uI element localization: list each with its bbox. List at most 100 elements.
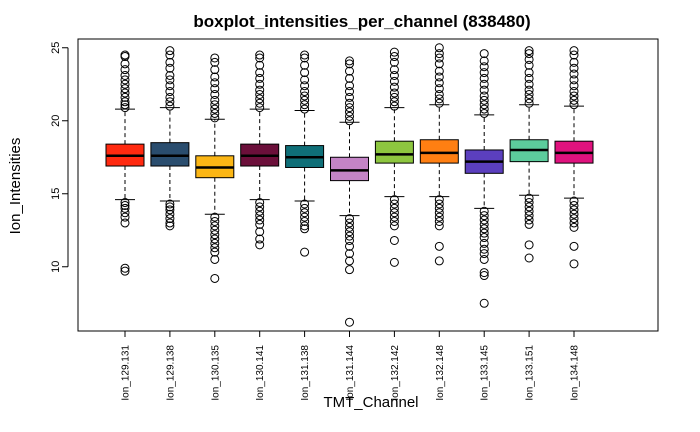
- outlier-point: [345, 107, 354, 117]
- x-tick-label: Ion_129.131: [121, 345, 132, 401]
- y-axis: 10 15 20 25: [50, 42, 69, 273]
- outlier-point: [120, 103, 130, 113]
- outlier-point: [389, 47, 399, 57]
- outlier-point: [255, 211, 265, 221]
- iqr-box: [374, 140, 414, 164]
- box-Ion_132.142: [374, 47, 414, 267]
- outlier-point: [569, 200, 579, 210]
- outlier-point: [479, 49, 489, 59]
- outlier-point: [479, 100, 489, 110]
- outlier-point: [255, 50, 265, 60]
- outlier-point: [165, 101, 175, 111]
- box-Ion_131.144: [330, 56, 369, 327]
- outlier-point: [345, 81, 354, 91]
- box-Ion_132.148: [419, 43, 459, 266]
- outlier-point: [120, 266, 130, 276]
- outlier-point: [165, 71, 175, 80]
- outlier-point: [300, 208, 310, 218]
- x-tick-label: Ion_132.142: [390, 345, 401, 401]
- outlier-point: [434, 66, 444, 76]
- outlier-point: [165, 209, 175, 219]
- outlier-point: [479, 91, 489, 101]
- outlier-point: [434, 98, 444, 108]
- outlier-point: [524, 49, 534, 59]
- outlier-point: [300, 100, 310, 110]
- outlier-point: [345, 56, 354, 66]
- outlier-point: [255, 68, 265, 78]
- outlier-point: [120, 88, 130, 98]
- outlier-point: [434, 49, 444, 59]
- outlier-point: [300, 199, 310, 209]
- outlier-point: [210, 212, 220, 222]
- outlier-point: [120, 212, 130, 222]
- outlier-point: [524, 98, 534, 108]
- iqr-box: [150, 142, 190, 167]
- outlier-point: [210, 72, 220, 82]
- outlier-point: [524, 54, 534, 64]
- outlier-point: [524, 240, 534, 250]
- outlier-point: [300, 50, 310, 60]
- outlier-point: [300, 212, 310, 222]
- outlier-point: [389, 71, 399, 80]
- outlier-point: [479, 268, 489, 278]
- y-axis-label: Ion_Intensities: [7, 138, 24, 235]
- outlier-point: [569, 214, 579, 224]
- outlier-point: [165, 202, 175, 212]
- outlier-point: [210, 221, 220, 231]
- outlier-point: [479, 219, 489, 229]
- outlier-point: [434, 72, 444, 82]
- outlier-point: [120, 198, 130, 208]
- outlier-point: [569, 87, 579, 97]
- outlier-point: [389, 217, 399, 226]
- plot-area-frame: [77, 38, 659, 332]
- outlier-point: [210, 234, 220, 244]
- outlier-point: [524, 198, 534, 208]
- outlier-point: [524, 89, 534, 99]
- outlier-point: [569, 95, 579, 105]
- outlier-point: [120, 84, 130, 94]
- outlier-point: [300, 221, 310, 231]
- outlier-point: [569, 46, 579, 56]
- outlier-point: [300, 53, 310, 63]
- outlier-point: [389, 195, 399, 205]
- outlier-point: [479, 228, 489, 238]
- x-tick-label: Ion_133.145: [480, 345, 491, 401]
- iqr-box: [330, 156, 369, 182]
- outlier-point: [434, 94, 444, 104]
- outlier-point: [255, 227, 265, 237]
- outlier-point: [389, 208, 399, 218]
- box-Ion_130.141: [240, 50, 280, 250]
- outlier-point: [524, 46, 534, 56]
- outlier-point: [300, 91, 310, 101]
- outlier-point: [345, 265, 354, 275]
- outlier-point: [389, 235, 399, 245]
- outlier-point: [389, 88, 399, 98]
- outlier-point: [120, 200, 130, 210]
- outlier-point: [389, 65, 399, 75]
- outlier-point: [345, 116, 354, 126]
- outlier-point: [434, 53, 444, 63]
- outlier-point: [524, 79, 534, 89]
- outlier-point: [255, 234, 265, 244]
- outlier-point: [569, 57, 579, 67]
- outlier-point: [255, 215, 265, 225]
- outlier-point: [210, 230, 220, 240]
- outlier-point: [210, 57, 220, 67]
- outlier-point: [300, 217, 310, 226]
- outlier-point: [255, 206, 265, 216]
- outlier-point: [434, 84, 444, 94]
- outlier-point: [434, 208, 444, 218]
- outlier-point: [165, 63, 175, 73]
- outlier-point: [434, 203, 444, 213]
- outlier-point: [479, 95, 489, 105]
- outlier-point: [210, 225, 220, 235]
- outlier-point: [165, 50, 175, 60]
- outlier-point: [345, 227, 354, 237]
- outlier-point: [165, 214, 175, 224]
- outlier-point: [434, 195, 444, 205]
- outlier-point: [165, 75, 175, 85]
- box-Ion_130.135: [195, 53, 235, 283]
- outlier-point: [569, 218, 579, 228]
- outlier-point: [210, 65, 220, 75]
- iqr-box: [419, 139, 459, 164]
